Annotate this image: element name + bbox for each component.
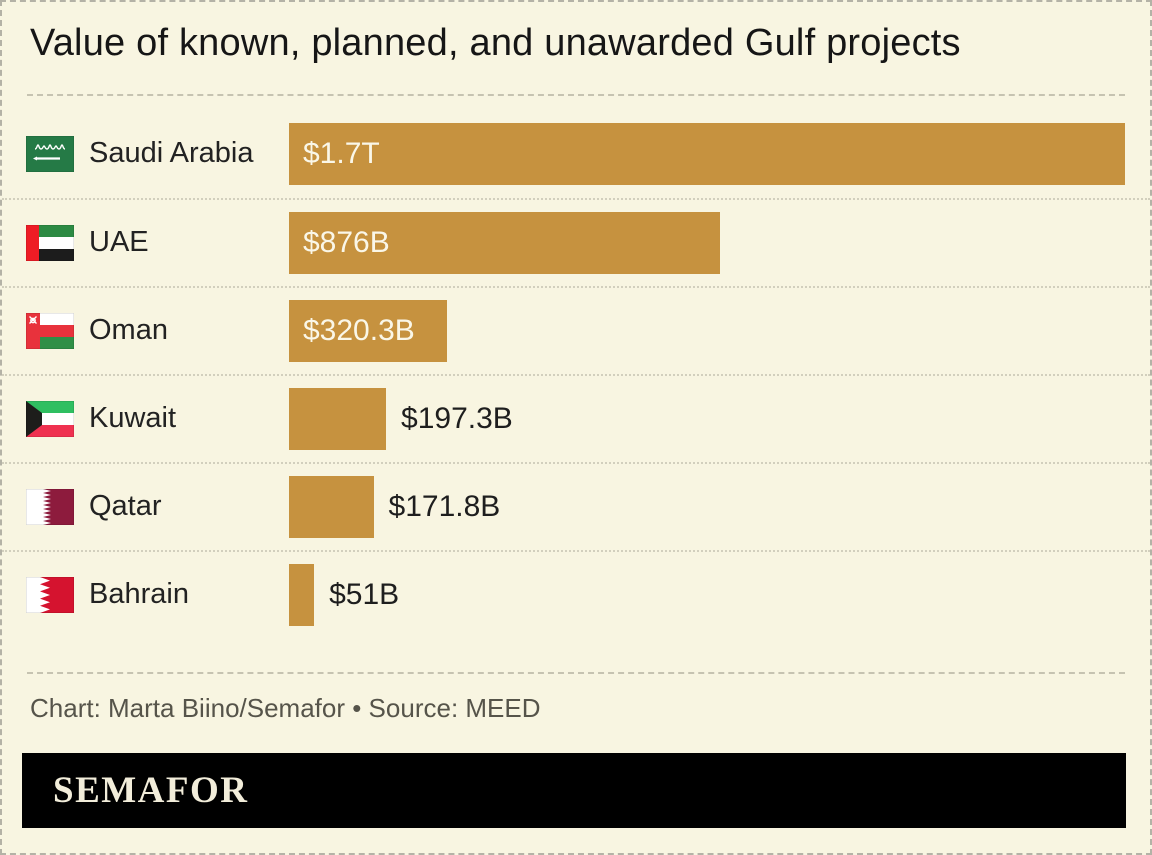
title-separator: [27, 93, 1125, 96]
bar-track: $1.7T: [289, 110, 1125, 198]
chart-row: Oman $320.3B: [2, 285, 1150, 375]
value-label: $51B: [329, 577, 400, 611]
flag-saudi-arabia-icon: [26, 135, 74, 172]
country-label: Saudi Arabia: [89, 137, 254, 170]
value-bar: [289, 475, 374, 538]
value-label: $197.3B: [401, 401, 513, 435]
value-label: $1.7T: [303, 136, 380, 170]
bar-track: $171.8B: [289, 463, 1125, 551]
value-bar: $1.7T: [289, 122, 1125, 185]
chart-row: UAE $876B: [2, 197, 1150, 287]
semafor-logo: SEMAFOR: [53, 769, 249, 811]
country-label: Qatar: [89, 490, 162, 523]
footer-separator: [27, 671, 1125, 674]
chart-caption: Chart: Marta Biino/Semafor • Source: MEE…: [30, 692, 541, 723]
flag-kuwait-icon: [26, 400, 74, 437]
value-bar: [289, 563, 315, 626]
country-label: Kuwait: [89, 402, 177, 435]
value-bar: [289, 387, 387, 450]
flag-uae-icon: [26, 224, 74, 261]
bar-track: $51B: [289, 551, 1125, 639]
value-label: $876B: [303, 225, 390, 259]
brand-banner: SEMAFOR: [22, 752, 1126, 828]
chart-row: Saudi Arabia $1.7T: [2, 110, 1150, 198]
flag-oman-icon: [26, 312, 74, 349]
chart-rows: Saudi Arabia $1.7T UAE $876B Oman $320.3B Kuwa…: [2, 110, 1150, 638]
value-bar: $876B: [289, 211, 720, 274]
bar-track: $320.3B: [289, 287, 1125, 375]
country-label: UAE: [89, 226, 149, 259]
chart-row: Bahrain $51B: [2, 549, 1150, 639]
chart-row: Qatar $171.8B: [2, 461, 1150, 551]
country-label: Oman: [89, 314, 168, 347]
chart-row: Kuwait $197.3B: [2, 373, 1150, 463]
chart-title: Value of known, planned, and unawarded G…: [30, 22, 961, 64]
value-bar: $320.3B: [289, 299, 447, 362]
flag-bahrain-icon: [26, 576, 74, 613]
country-label: Bahrain: [89, 578, 189, 611]
bar-track: $197.3B: [289, 375, 1125, 463]
value-label: $320.3B: [303, 313, 415, 347]
flag-qatar-icon: [26, 488, 74, 525]
bar-track: $876B: [289, 199, 1125, 287]
value-label: $171.8B: [388, 489, 501, 523]
